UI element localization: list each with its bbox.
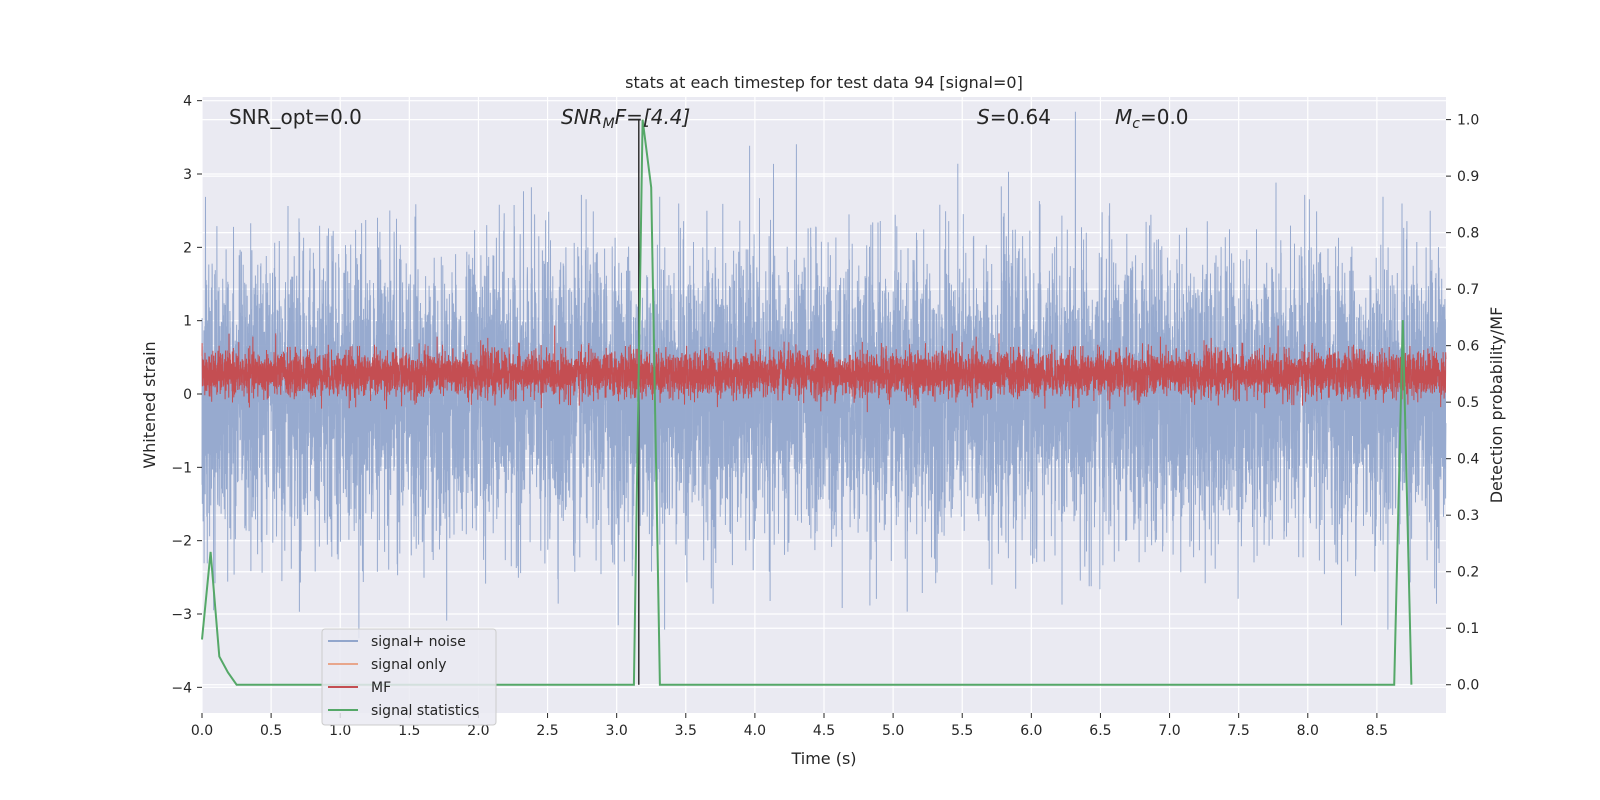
- x-tick-label-0: 0.0: [191, 723, 213, 739]
- x-tick-label-6: 3.0: [606, 723, 628, 739]
- x-tick-label-15: 7.5: [1228, 723, 1250, 739]
- x-tick-label-2: 1.0: [329, 723, 351, 739]
- y-left-axis-label: Whitened strain: [140, 341, 159, 468]
- y-left-tick-label-6: 2: [183, 240, 192, 256]
- line-signal-statistics: [201, 119, 1413, 686]
- annotation-mc-rest: =0.0: [1140, 105, 1189, 129]
- annotation-mc-main: M: [1115, 105, 1132, 129]
- x-tick-label-12: 6.0: [1020, 723, 1042, 739]
- x-tick-label-8: 4.0: [744, 723, 766, 739]
- x-axis-ticks: 0.0 0.5 1.0 1.5 2.0 2.5 3.0 3.5 4.0 4.5 5.0 5.5 6.0 6…: [191, 713, 1388, 739]
- legend-box: [321, 628, 497, 726]
- y-right-tick-label-6: 0.6: [1457, 339, 1479, 355]
- y-left-tick-label-0: −4: [171, 680, 192, 696]
- x-tick-label-5: 2.5: [536, 723, 558, 739]
- legend: signal+ noise signal only MF signal stat…: [321, 628, 497, 726]
- y-right-tick-label-9: 0.9: [1457, 169, 1479, 185]
- y-left-tick-label-2: −2: [171, 534, 192, 550]
- x-tick-label-9: 4.5: [813, 723, 835, 739]
- y-left-tick-label-3: −1: [171, 460, 192, 476]
- x-tick-label-4: 2.0: [467, 723, 489, 739]
- series-signal-statistics: [201, 119, 1413, 686]
- annotation-mc-sub: c: [1132, 116, 1140, 132]
- y-right-axis-label: Detection probability/MF: [1487, 307, 1506, 504]
- y-left-tick-label-8: 4: [183, 94, 192, 110]
- x-tick-label-13: 6.5: [1089, 723, 1111, 739]
- y-right-tick-label-3: 0.3: [1457, 508, 1479, 524]
- y-right-tick-label-7: 0.7: [1457, 282, 1479, 298]
- x-tick-label-3: 1.5: [398, 723, 420, 739]
- y-right-tick-label-5: 0.5: [1457, 395, 1479, 411]
- y-right-axis-ticks: 0.0 0.1 0.2 0.3 0.4 0.5 0.6 0.7 0.8 0.9 1.0: [1446, 113, 1479, 694]
- y-left-tick-label-7: 3: [183, 167, 192, 183]
- annotation-snr-opt: SNR_opt=0.0: [229, 105, 362, 129]
- x-tick-label-16: 8.0: [1297, 723, 1319, 739]
- y-right-tick-label-8: 0.8: [1457, 226, 1479, 242]
- annotation-mc: Mc=0.0: [1115, 105, 1189, 132]
- annotation-s: S=0.64: [977, 105, 1051, 129]
- y-right-tick-label-1: 0.1: [1457, 621, 1479, 637]
- y-left-tick-label-1: −3: [171, 607, 192, 623]
- series-mf: [201, 325, 1447, 413]
- y-right-tick-label-0: 0.0: [1457, 678, 1479, 694]
- x-tick-label-11: 5.5: [951, 723, 973, 739]
- y-right-tick-label-10: 1.0: [1457, 113, 1479, 129]
- y-right-tick-label-2: 0.2: [1457, 565, 1479, 581]
- annotation-snr-mf-rest: F=[4.4]: [615, 105, 691, 129]
- x-axis-label: Time (s): [790, 749, 856, 768]
- legend-label-signal-only: signal only: [371, 657, 446, 673]
- annotation-s-rest: =0.64: [990, 105, 1051, 129]
- annotation-snr-mf-sub: M: [603, 116, 615, 132]
- legend-label-signal-noise: signal+ noise: [371, 634, 466, 650]
- annotation-s-main: S: [977, 105, 990, 129]
- legend-label-signal-statistics: signal statistics: [371, 703, 479, 719]
- y-right-tick-label-4: 0.4: [1457, 452, 1479, 468]
- y-left-axis-ticks: −4 −3 −2 −1 0 1 2 3 4: [171, 94, 202, 696]
- x-tick-label-1: 0.5: [260, 723, 282, 739]
- y-left-tick-label-4: 0: [183, 387, 192, 403]
- x-tick-label-10: 5.0: [882, 723, 904, 739]
- line-mf: [201, 325, 1447, 413]
- annotation-snr-mf: SNRMF=[4.4]: [561, 105, 690, 132]
- x-tick-label-14: 7.0: [1158, 723, 1180, 739]
- x-tick-label-17: 8.5: [1366, 723, 1388, 739]
- y-left-tick-label-5: 1: [183, 314, 192, 330]
- legend-label-mf: MF: [371, 680, 391, 696]
- annotation-snr-mf-main: SNR: [561, 105, 603, 129]
- chart-title: stats at each timestep for test data 94 …: [625, 73, 1023, 92]
- x-tick-label-7: 3.5: [675, 723, 697, 739]
